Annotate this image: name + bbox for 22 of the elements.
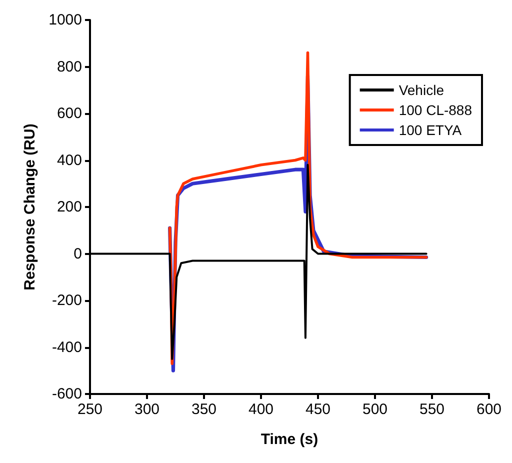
x-tick-label: 300 [134, 401, 160, 418]
y-axis-title: Response Change (RU) [22, 124, 39, 290]
y-tick-label: 600 [56, 105, 82, 122]
x-tick-label: 450 [305, 401, 331, 418]
y-tick-label: 1000 [48, 12, 82, 28]
legend-label: 100 CL-888 [398, 102, 472, 118]
x-tick-label: 550 [419, 401, 445, 418]
y-tick-label: -400 [52, 338, 82, 356]
x-tick-label: 350 [191, 401, 217, 418]
legend-label: Vehicle [398, 82, 444, 98]
x-tick-label: 250 [77, 401, 103, 418]
x-tick-label: 400 [248, 401, 274, 418]
y-tick-label: 0 [74, 245, 82, 262]
x-axis-title: Time (s) [260, 431, 318, 448]
x-tick-label: 600 [476, 401, 502, 418]
y-tick-label: 400 [56, 152, 82, 169]
x-tick-label: 500 [362, 401, 388, 418]
y-tick-label: -600 [52, 386, 82, 402]
y-tick-label: 200 [56, 198, 82, 216]
legend-label: 100 ETYA [398, 122, 462, 138]
y-tick-label: -200 [52, 292, 82, 309]
y-tick-label: 800 [56, 58, 82, 76]
